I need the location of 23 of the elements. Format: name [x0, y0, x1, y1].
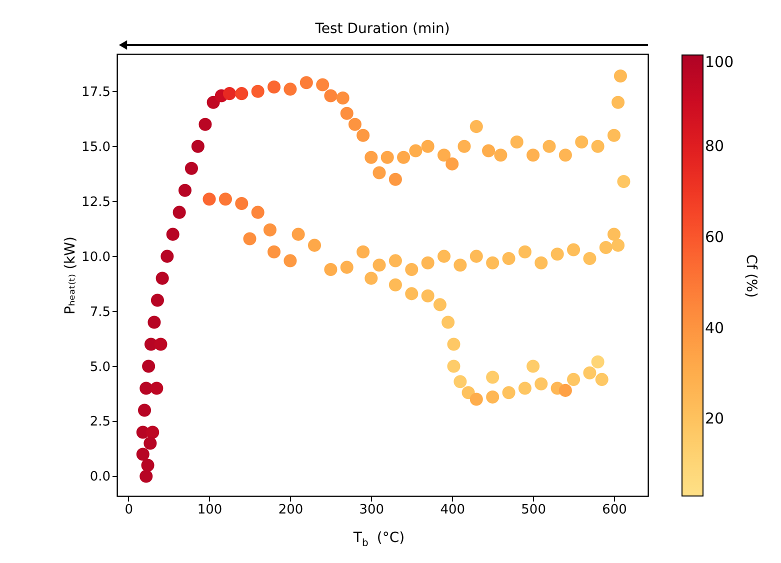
y-tick-label: 10.0 — [82, 250, 110, 265]
y-tick-label: 0.0 — [90, 470, 110, 485]
x-tick-label: 0 — [124, 502, 133, 518]
color-bar-title: Cf (%) — [743, 254, 759, 298]
y-axis-title: Pₕₑₐₜ₍ₜ₎ (kW) — [62, 236, 79, 314]
x-tick-label: 500 — [521, 502, 546, 518]
x-tick-label: 600 — [602, 502, 627, 518]
y-tick-label: 7.5 — [90, 304, 110, 320]
y-tick-label: 5.0 — [90, 360, 110, 375]
x-tick-label: 200 — [278, 502, 304, 518]
text: Test Duration (min) — [314, 21, 450, 37]
color-bar-label: 20 — [705, 410, 724, 428]
color-bar-label: 60 — [705, 228, 724, 246]
color-bar-label: 40 — [705, 318, 724, 337]
y-tick-label: 17.5 — [82, 84, 110, 100]
y-tick-label: 15.0 — [82, 140, 110, 155]
x-tick-label: 400 — [440, 502, 466, 518]
y-tick-label: 2.5 — [90, 414, 110, 430]
color-bar-label: 80 — [705, 136, 724, 155]
color-bar-label: 100 — [705, 53, 734, 71]
y-tick-label: 12.5 — [82, 194, 110, 210]
x-tick-label: 100 — [197, 502, 222, 518]
x-tick-label: 300 — [359, 502, 384, 518]
